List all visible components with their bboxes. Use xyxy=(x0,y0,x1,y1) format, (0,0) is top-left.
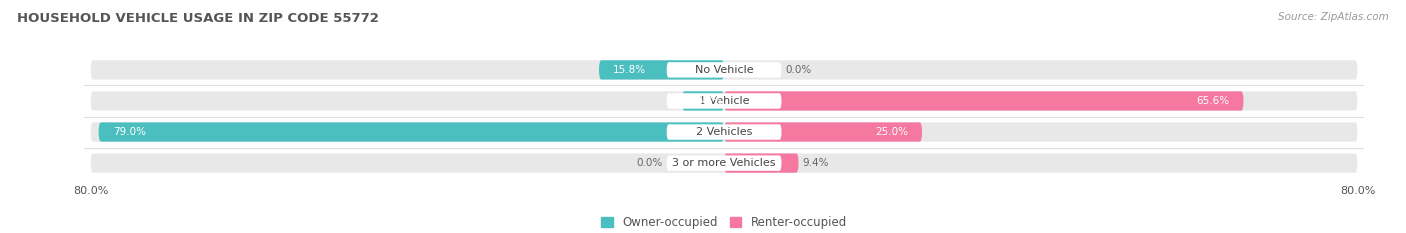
Legend: Owner-occupied, Renter-occupied: Owner-occupied, Renter-occupied xyxy=(596,211,852,233)
Text: 1 Vehicle: 1 Vehicle xyxy=(699,96,749,106)
Text: Source: ZipAtlas.com: Source: ZipAtlas.com xyxy=(1278,12,1389,22)
FancyBboxPatch shape xyxy=(91,60,1357,79)
FancyBboxPatch shape xyxy=(724,91,1243,111)
FancyBboxPatch shape xyxy=(666,124,782,140)
Text: HOUSEHOLD VEHICLE USAGE IN ZIP CODE 55772: HOUSEHOLD VEHICLE USAGE IN ZIP CODE 5577… xyxy=(17,12,378,25)
FancyBboxPatch shape xyxy=(666,155,782,171)
FancyBboxPatch shape xyxy=(98,122,724,142)
Text: 3 or more Vehicles: 3 or more Vehicles xyxy=(672,158,776,168)
FancyBboxPatch shape xyxy=(682,91,724,111)
FancyBboxPatch shape xyxy=(91,91,1357,111)
FancyBboxPatch shape xyxy=(91,122,1357,142)
FancyBboxPatch shape xyxy=(599,60,724,79)
Text: 0.0%: 0.0% xyxy=(637,158,662,168)
Text: 9.4%: 9.4% xyxy=(803,158,830,168)
Text: 0.0%: 0.0% xyxy=(786,65,811,75)
Text: 5.3%: 5.3% xyxy=(696,96,723,106)
FancyBboxPatch shape xyxy=(91,154,1357,173)
Text: 15.8%: 15.8% xyxy=(613,65,647,75)
Text: 2 Vehicles: 2 Vehicles xyxy=(696,127,752,137)
FancyBboxPatch shape xyxy=(666,93,782,109)
FancyBboxPatch shape xyxy=(724,122,922,142)
FancyBboxPatch shape xyxy=(724,154,799,173)
Text: 25.0%: 25.0% xyxy=(875,127,908,137)
Text: 79.0%: 79.0% xyxy=(112,127,146,137)
Text: 65.6%: 65.6% xyxy=(1197,96,1229,106)
Text: No Vehicle: No Vehicle xyxy=(695,65,754,75)
FancyBboxPatch shape xyxy=(666,62,782,78)
